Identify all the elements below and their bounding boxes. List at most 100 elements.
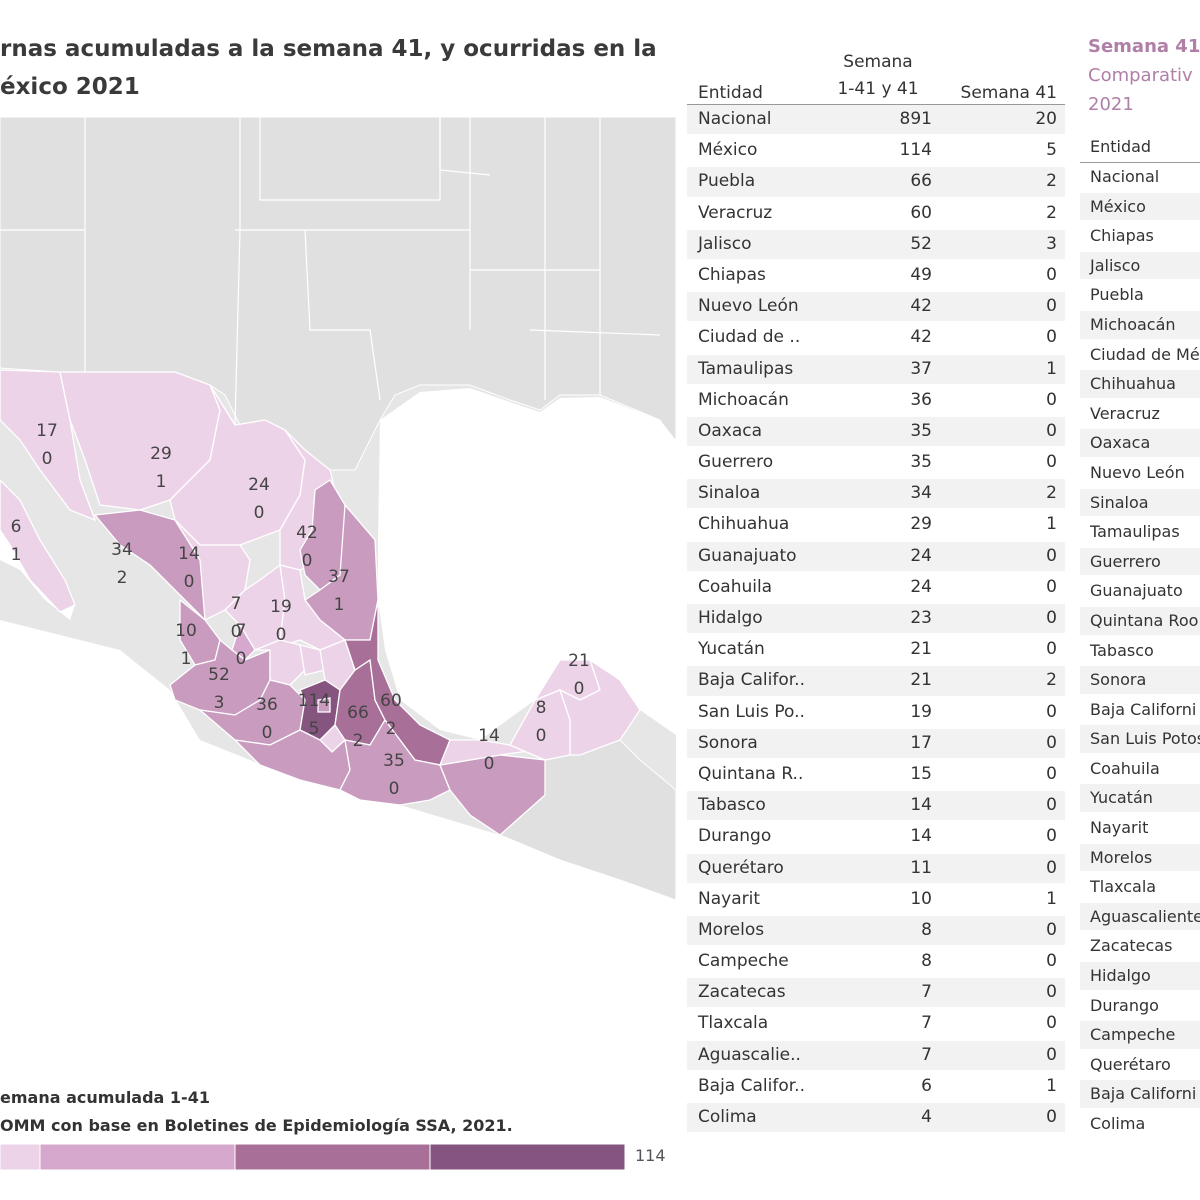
comparison-row[interactable]: San Luis Potos (1080, 725, 1200, 753)
table-row[interactable]: Oaxaca 35 0 (687, 416, 1065, 447)
comparison-row[interactable]: Coahuila (1080, 754, 1200, 783)
comparison-row[interactable]: Sinaloa (1080, 488, 1200, 517)
us-state-borders (0, 117, 661, 426)
table-row[interactable]: Veracruz 60 2 (687, 198, 1065, 228)
legend-color-segment (429, 1144, 626, 1170)
table-row[interactable]: Zacatecas 7 0 (687, 978, 1065, 1008)
comparison-row[interactable]: Durango (1080, 991, 1200, 1020)
comparison-row[interactable]: Baja Californi (1080, 1080, 1200, 1108)
table-row[interactable]: Yucatán 21 0 (687, 635, 1065, 665)
cell-semana41: 0 (1046, 826, 1057, 847)
table-row[interactable]: Nacional 891 20 (687, 105, 1065, 135)
table-row[interactable]: Tamaulipas 37 1 (687, 354, 1065, 384)
state-guanajuato (254, 639, 306, 686)
comparison-row[interactable]: Hidalgo (1080, 962, 1200, 990)
map-label-week41: 0 (236, 649, 247, 669)
cell-semana41: 1 (1046, 358, 1057, 379)
table-row[interactable]: Puebla 66 2 (687, 167, 1065, 197)
comparison-row[interactable]: Tamaulipas (1080, 518, 1200, 546)
mexico-states[interactable] (0, 369, 641, 836)
cell-entidad: Coahuila (698, 576, 773, 597)
table-row[interactable]: Chihuahua 29 1 (687, 510, 1065, 540)
table-row[interactable]: Aguascalie.. 7 0 (687, 1040, 1065, 1070)
cell-semana41: 0 (1046, 732, 1057, 753)
map-label-week41: 0 (484, 754, 495, 774)
comparison-row[interactable]: Zacatecas (1080, 932, 1200, 961)
comparison-row[interactable]: Colima (1080, 1110, 1200, 1138)
table-row[interactable]: Guanajuato 24 0 (687, 541, 1065, 571)
cell-acumulado: 36 (910, 389, 932, 410)
comparison-row[interactable]: Guerrero (1080, 547, 1200, 576)
map-label-group: 80 (536, 698, 547, 746)
cell-entidad: San Luis Po.. (698, 701, 805, 722)
comparison-row[interactable]: Chihuahua (1080, 370, 1200, 398)
map-label-group: 140 (178, 544, 200, 592)
comparison-row[interactable]: Morelos (1080, 843, 1200, 872)
table-row[interactable]: Quintana R.. 15 0 (687, 759, 1065, 790)
cell-acumulado: 6 (921, 1075, 932, 1096)
table-row[interactable]: Coahuila 24 0 (687, 572, 1065, 602)
comparison-row[interactable]: Nuevo León (1080, 458, 1200, 487)
map-label-week41: 0 (42, 449, 53, 469)
table-row[interactable]: Nayarit 10 1 (687, 884, 1065, 914)
cell-acumulado: 7 (921, 1044, 932, 1065)
map-label-group: 70 (236, 621, 247, 669)
table-row[interactable]: Chiapas 49 0 (687, 260, 1065, 291)
comparison-row[interactable]: México (1080, 192, 1200, 221)
comparison-row[interactable]: Baja Californi (1080, 695, 1200, 724)
table-row[interactable]: Guerrero 35 0 (687, 448, 1065, 478)
table-row[interactable]: Nuevo León 42 0 (687, 292, 1065, 322)
comparison-table-body: Nacional México Chiapas Jalisco Puebla Michoa… (1080, 163, 1200, 1138)
table-row[interactable]: Querétaro 11 0 (687, 853, 1065, 883)
comparison-row[interactable]: Oaxaca (1080, 429, 1200, 457)
comparison-row[interactable]: Nayarit (1080, 814, 1200, 842)
choropleth-map[interactable]: 17 0 29 1 24 0 6 1 34 2 14 0 42 0 37 1 7 0 7 0 19 0 10 1 52 3 36 0 1… (0, 117, 676, 1063)
header-semana41[interactable]: Semana 41 (960, 83, 1057, 103)
table-row[interactable]: Sinaloa 34 2 (687, 479, 1065, 509)
table-row[interactable]: Baja Califor.. 6 1 (687, 1071, 1065, 1101)
table-row[interactable]: Baja Califor.. 21 2 (687, 666, 1065, 696)
comparison-row[interactable]: Puebla (1080, 281, 1200, 309)
table-row[interactable]: México 114 5 (687, 136, 1065, 166)
comparison-row[interactable]: Sonora (1080, 666, 1200, 694)
comparison-row[interactable]: Querétaro (1080, 1050, 1200, 1079)
comparison-row[interactable]: Campeche (1080, 1021, 1200, 1049)
comparison-row[interactable]: Guanajuato (1080, 577, 1200, 605)
comparison-row[interactable]: Tlaxcala (1080, 873, 1200, 901)
comparison-row[interactable]: Veracruz (1080, 399, 1200, 428)
comparison-header-entidad[interactable]: Entidad (1080, 132, 1200, 163)
table-row[interactable]: Michoacán 36 0 (687, 385, 1065, 415)
comparison-row[interactable]: Aguascaliente (1080, 902, 1200, 931)
table-row[interactable]: Colima 4 0 (687, 1103, 1065, 1133)
table-row[interactable]: Sonora 17 0 (687, 728, 1065, 758)
comparison-row[interactable]: Ciudad de Mé (1080, 340, 1200, 369)
table-row[interactable]: Ciudad de .. 42 0 (687, 323, 1065, 353)
table-row[interactable]: Tlaxcala 7 0 (687, 1009, 1065, 1039)
table-row[interactable]: Jalisco 52 3 (687, 229, 1065, 259)
cell-entidad: Yucatán (698, 639, 765, 660)
table-row[interactable]: Hidalgo 23 0 (687, 604, 1065, 634)
map-label-week41: 0 (302, 551, 313, 571)
table-row[interactable]: Tabasco 14 0 (687, 791, 1065, 821)
comparison-row[interactable]: Quintana Roo (1080, 606, 1200, 635)
comparison-row[interactable]: Nacional (1080, 163, 1200, 191)
comparison-row[interactable]: Tabasco (1080, 636, 1200, 665)
cell-acumulado: 24 (910, 576, 932, 597)
table-row[interactable]: Durango 14 0 (687, 822, 1065, 852)
map-label-accumulated: 19 (270, 597, 292, 617)
table-row[interactable]: Campeche 8 0 (687, 947, 1065, 977)
table-row[interactable]: Morelos 8 0 (687, 915, 1065, 946)
cell-entidad: Aguascalie.. (698, 1044, 801, 1065)
comparison-row[interactable]: Chiapas (1080, 222, 1200, 250)
cell-acumulado: 66 (910, 171, 932, 192)
comparison-row[interactable]: Yucatán (1080, 784, 1200, 813)
cell-semana41: 0 (1046, 982, 1057, 1003)
map-label-accumulated: 7 (231, 594, 242, 614)
header-entidad[interactable]: Entidad (698, 83, 763, 103)
header-acumulado[interactable]: Semana 1-41 y 41 (823, 49, 933, 103)
table-row[interactable]: San Luis Po.. 19 0 (687, 697, 1065, 727)
comparison-row[interactable]: Jalisco (1080, 251, 1200, 280)
cell-entidad: Michoacán (698, 389, 789, 410)
comparison-row[interactable]: Michoacán (1080, 310, 1200, 339)
